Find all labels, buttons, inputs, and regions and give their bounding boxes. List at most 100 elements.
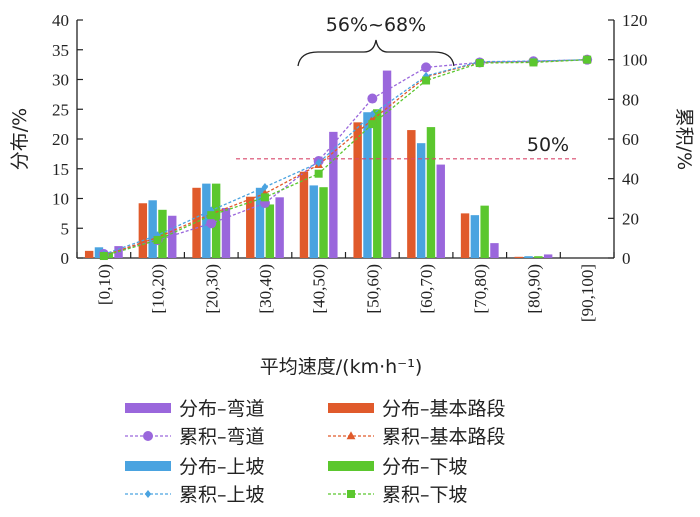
bar — [490, 243, 499, 258]
bar — [416, 143, 426, 258]
cumulative-point — [207, 211, 216, 220]
legend-label: 累积–基本路段 — [382, 426, 506, 448]
x-category-label: [40,50) — [310, 264, 329, 314]
x-category-label: [50,60) — [363, 264, 382, 314]
x-axis-title: 平均速度/(km·h⁻¹) — [260, 356, 422, 378]
bar — [480, 205, 489, 258]
y-right-tick-label: 60 — [622, 130, 639, 149]
bar — [407, 130, 416, 258]
x-category-label: [20,30) — [202, 264, 221, 314]
plot-area: 0 5 10 15 20 25 30 35 40 0 20 40 60 80 100 120 [0,10) [10… — [9, 11, 695, 378]
y-left-tick-label: 5 — [61, 219, 70, 238]
bracket-label: 56%~68% — [326, 14, 426, 36]
bar — [543, 254, 553, 258]
legend-marker — [347, 490, 355, 498]
cumulative-line — [103, 59, 588, 257]
legend-marker — [346, 431, 356, 440]
cumulative-point — [369, 110, 376, 119]
y-left-tick-label: 10 — [52, 190, 69, 209]
bar — [363, 112, 372, 258]
x-category-label: [60,70) — [417, 264, 436, 314]
y-right-tick-label: 120 — [622, 11, 648, 30]
bar — [84, 250, 94, 258]
bar — [275, 197, 284, 258]
bar — [524, 256, 533, 258]
legend-label: 累积–下坡 — [382, 484, 468, 506]
cumulative-point — [583, 55, 592, 64]
cumulative-point — [315, 158, 322, 167]
cumulative-point — [529, 58, 538, 67]
cumulative-point — [206, 218, 217, 229]
y-right-tick-label: 80 — [622, 90, 639, 109]
bar — [148, 200, 157, 258]
bar — [265, 204, 275, 258]
y-left-tick-label: 40 — [52, 11, 69, 30]
x-category-label: [80,90) — [524, 264, 543, 314]
legend-label: 分布–上坡 — [179, 456, 265, 478]
y-left-axis-title: 分布/% — [9, 108, 31, 170]
bar — [514, 256, 523, 258]
bar — [246, 196, 255, 258]
legend-item: 分布–上坡 — [125, 456, 265, 478]
bar — [255, 187, 265, 258]
y-left-tick-label: 20 — [52, 130, 69, 149]
x-category-label: [0,10) — [95, 264, 114, 305]
y-left-tick-label: 30 — [52, 71, 69, 90]
bar — [534, 256, 543, 258]
legend-item: 分布–基本路段 — [328, 398, 506, 420]
y-left-tick-label: 35 — [52, 41, 69, 60]
bar — [426, 127, 436, 258]
legend-item: 分布–下坡 — [328, 456, 468, 478]
cumulative-point — [314, 169, 323, 178]
legend-marker — [144, 490, 152, 498]
x-category-label: [10,20) — [149, 264, 168, 314]
x-category-label: [90,100] — [578, 264, 597, 322]
bar — [460, 213, 470, 258]
y-right-tick-label: 100 — [622, 51, 648, 70]
cumulative-point — [475, 59, 484, 68]
cumulative-point — [99, 252, 108, 261]
cumulative-point — [260, 193, 269, 202]
bar — [94, 247, 104, 258]
legend-marker — [143, 431, 153, 441]
x-category-label: [70,80) — [471, 264, 490, 314]
cumulative-point — [153, 235, 162, 244]
legend-label: 累积–弯道 — [179, 426, 265, 448]
cumulative-line — [103, 59, 588, 257]
legend-label: 分布–下坡 — [382, 456, 468, 478]
bar — [319, 187, 328, 258]
legend-swatch-bar — [125, 461, 171, 471]
bar — [168, 215, 177, 258]
y-right-tick-label: 0 — [622, 249, 631, 268]
bar — [138, 203, 148, 258]
y-right-tick-label: 40 — [622, 170, 639, 189]
reference-line-label: 50% — [527, 134, 569, 156]
legend-item: 累积–弯道 — [125, 426, 265, 448]
bar — [309, 185, 318, 258]
cumulative-point — [422, 76, 431, 85]
legend-item: 分布–弯道 — [125, 398, 265, 420]
legend-swatch-bar — [125, 403, 171, 413]
bar — [158, 209, 167, 258]
legend-swatch-bar — [328, 461, 374, 471]
bar — [221, 208, 231, 258]
cumulative-point — [208, 206, 215, 215]
legend-label: 累积–上坡 — [179, 484, 265, 506]
bar — [202, 183, 211, 258]
bar — [329, 131, 338, 258]
cumulative-point — [421, 62, 432, 73]
y-left-tick-label: 25 — [52, 100, 69, 119]
cumulative-point — [261, 182, 269, 191]
legend-item: 累积–上坡 — [125, 484, 265, 506]
cumulative-point — [368, 120, 377, 129]
bar — [373, 109, 382, 258]
legend-label: 分布–弯道 — [179, 398, 265, 420]
bar — [382, 70, 392, 258]
legend-label: 分布–基本路段 — [382, 398, 506, 420]
bar — [192, 187, 201, 258]
y-left-tick-label: 0 — [61, 249, 70, 268]
bracket — [297, 39, 455, 67]
bar — [353, 122, 362, 258]
